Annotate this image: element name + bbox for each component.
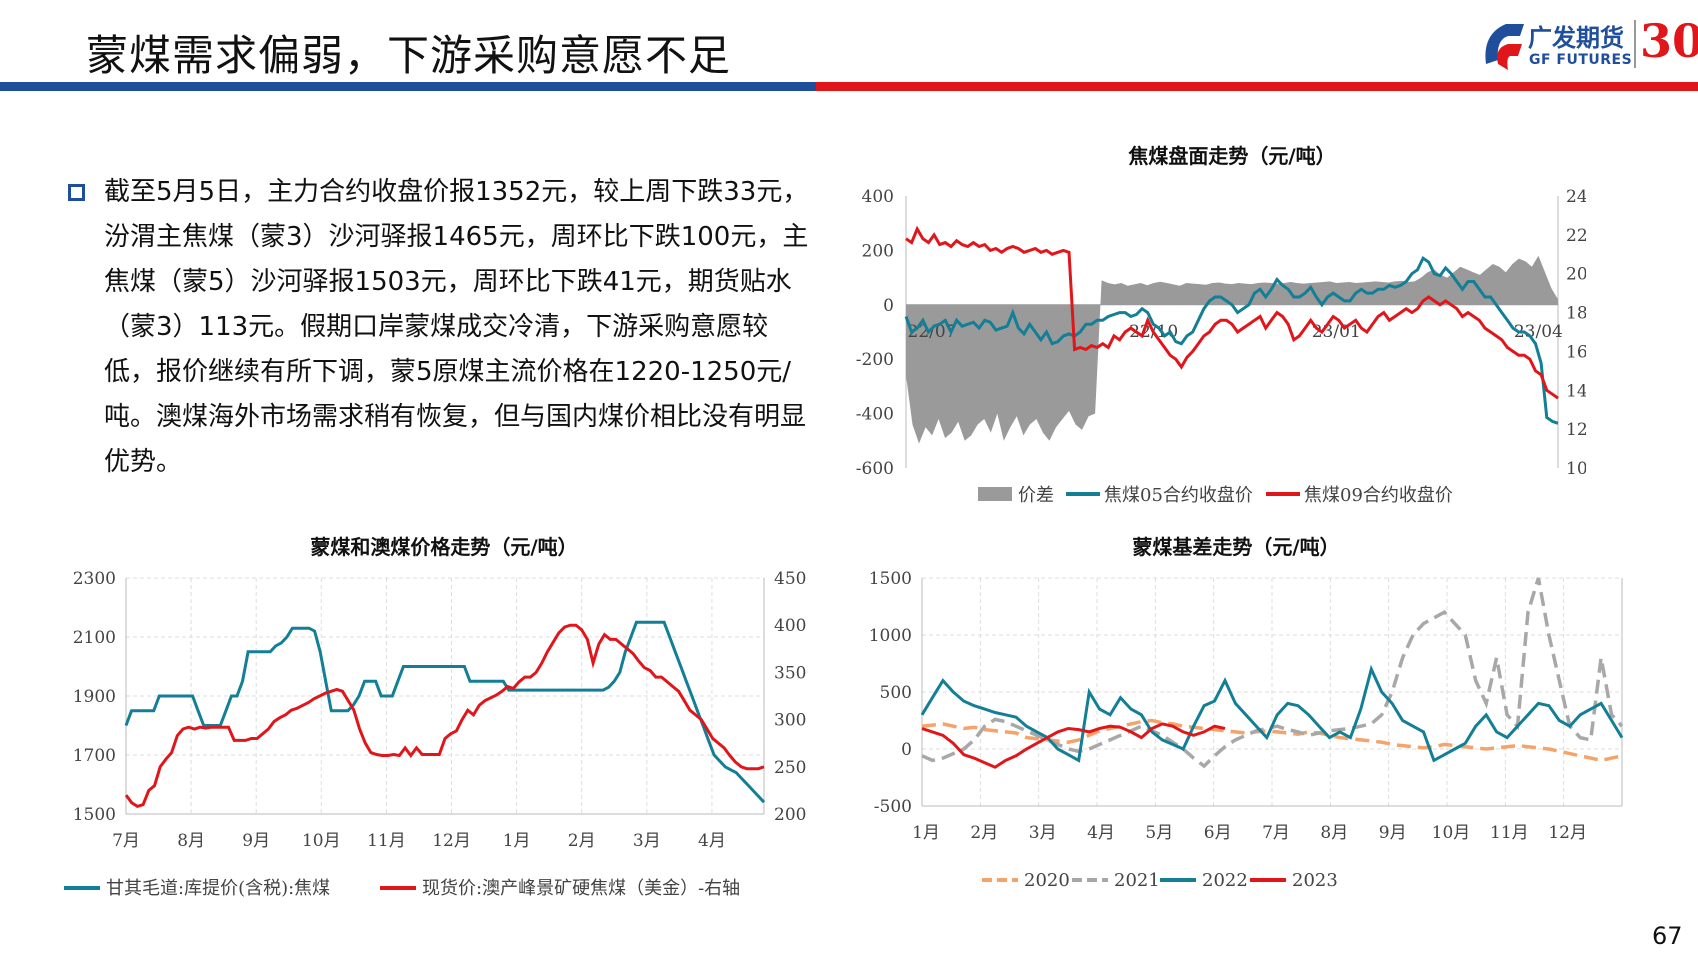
- y-tick-right-label: 2400: [1566, 187, 1586, 207]
- series-jm09-line: [905, 225, 1559, 400]
- x-tick-label: 12月: [432, 831, 471, 851]
- x-tick-label: 1月: [912, 823, 940, 843]
- y-tick-right-label: 300: [774, 711, 806, 731]
- x-tick-label: 11月: [1490, 823, 1529, 843]
- x-tick-label: 6月: [1204, 823, 1232, 843]
- page-title: 蒙煤需求偏弱，下游采购意愿不足: [86, 31, 732, 80]
- y-tick-right-label: 1600: [1566, 342, 1586, 362]
- legend-label-jm09: 焦煤09合约收盘价: [1304, 485, 1453, 506]
- gf-logo-icon: [1485, 24, 1524, 70]
- x-tick-label: 2月: [568, 831, 596, 851]
- mongolia-australia-chart-svg: 蒙煤和澳煤价格走势（元/吨） 2300 2100 1900 1700 1500 450 400…: [64, 535, 806, 899]
- chart-title: 蒙煤基差走势（元/吨）: [1132, 535, 1339, 559]
- chart-mongolia-australia: 蒙煤和澳煤价格走势（元/吨） 2300 2100 1900 1700 1500 450 400…: [56, 526, 836, 910]
- y-tick-left-label: 200: [862, 241, 894, 261]
- series-2023-line: [921, 722, 1226, 769]
- series-2022-line: [920, 664, 1624, 763]
- series-spread-area: [906, 255, 1558, 444]
- chart-basis: 蒙煤基差走势（元/吨） 1500 1000 500 0 -500 1月 2月 3月 4月 5月 6月 7…: [856, 526, 1646, 906]
- y-tick-left-label: 1900: [73, 687, 116, 707]
- y-tick-left-label: 1700: [73, 746, 116, 766]
- futures-chart-svg: 焦煤盘面走势（元/吨）4002000-200-400-6002400220020…: [856, 144, 1609, 506]
- legend-swatch-spread: [978, 487, 1012, 501]
- y-tick-right-label: 450: [774, 569, 806, 589]
- page-number: 67: [1652, 922, 1683, 950]
- y-tick-left-label: 1500: [73, 805, 116, 825]
- legend-label-jm05: 焦煤05合约收盘价: [1104, 485, 1253, 506]
- x-tick-label: 8月: [177, 831, 205, 851]
- x-tick-label: 3月: [1029, 823, 1057, 843]
- y-tick-left-label: 400: [862, 187, 894, 207]
- x-tick-label: 1月: [503, 831, 531, 851]
- header-bar-blue: [0, 82, 816, 91]
- y-tick-label: 0: [901, 740, 912, 760]
- y-tick-left-label: -200: [856, 350, 894, 370]
- x-tick-label: 11月: [367, 831, 406, 851]
- chart-title: 蒙煤和澳煤价格走势（元/吨）: [310, 535, 577, 559]
- y-tick-right-label: 2200: [1566, 226, 1586, 246]
- y-tick-left-label: 2100: [73, 628, 116, 648]
- x-tick-label: 2月: [970, 823, 998, 843]
- x-tick-label: 10月: [302, 831, 341, 851]
- x-tick-label: 7月: [1262, 823, 1290, 843]
- y-tick-label: -500: [874, 797, 912, 817]
- y-tick-left-label: -400: [856, 405, 894, 425]
- chart-title: 焦煤盘面走势（元/吨）: [1128, 144, 1335, 168]
- y-tick-left-label: 2300: [73, 569, 116, 589]
- series-ganqimaodu-line: [124, 620, 766, 804]
- anniversary-number: 30: [1640, 14, 1698, 68]
- legend-label-australia: 现货价:澳产峰景矿硬焦煤（美金）-右轴: [422, 878, 740, 899]
- y-tick-right-label: 400: [774, 616, 806, 636]
- series-2020-line: [921, 718, 1623, 763]
- legend-label-2022: 2022: [1202, 870, 1248, 891]
- y-tick-right-label: 350: [774, 663, 806, 683]
- x-tick-label: 4月: [698, 831, 726, 851]
- y-tick-left-label: -600: [856, 459, 894, 479]
- logo-subtitle: GF FUTURES: [1529, 52, 1633, 68]
- series-australia-line: [124, 623, 765, 809]
- x-tick-label: 8月: [1320, 823, 1348, 843]
- x-tick-label: 12月: [1548, 823, 1587, 843]
- logo-text: 广发期货: [1528, 24, 1624, 52]
- y-tick-right-label: 1400: [1566, 381, 1586, 401]
- header-bar-red: [816, 82, 1698, 91]
- chart-futures: 焦煤盘面走势（元/吨）4002000-200-400-6002400220020…: [846, 134, 1609, 514]
- y-tick-left-label: 0: [883, 296, 894, 316]
- legend-label-2023: 2023: [1292, 870, 1338, 891]
- x-tick-label: 5月: [1145, 823, 1173, 843]
- anniversary-30-logo: 30th: [1640, 14, 1698, 68]
- legend-label-spread: 价差: [1018, 485, 1054, 506]
- x-tick-label: 9月: [242, 831, 270, 851]
- x-tick-label: 10月: [1432, 823, 1471, 843]
- legend-label-ganqimaodu: 甘其毛道:库提价(含税):焦煤: [106, 878, 330, 899]
- bullet-square-icon: [68, 184, 85, 201]
- logo-separator: [1634, 20, 1636, 68]
- y-tick-label: 1500: [869, 569, 912, 589]
- y-tick-right-label: 1200: [1566, 420, 1586, 440]
- x-tick-label: 4月: [1087, 823, 1115, 843]
- series-jm05-line: [904, 255, 1559, 425]
- y-tick-label: 1000: [869, 626, 912, 646]
- x-tick-label: 3月: [633, 831, 661, 851]
- legend-label-2021: 2021: [1114, 870, 1160, 891]
- y-tick-right-label: 250: [774, 758, 806, 778]
- x-tick-label: 23/04: [1514, 322, 1563, 342]
- y-tick-right-label: 200: [774, 805, 806, 825]
- y-tick-right-label: 1800: [1566, 304, 1586, 324]
- summary-paragraph: 截至5月5日，主力合约收盘价报1352元，较上周下跌33元，汾渭主焦煤（蒙3）沙…: [104, 177, 809, 477]
- y-tick-right-label: 1000: [1566, 459, 1586, 479]
- x-tick-label: 7月: [112, 831, 140, 851]
- x-tick-label: 9月: [1379, 823, 1407, 843]
- legend-label-2020: 2020: [1024, 870, 1070, 891]
- y-tick-label: 500: [880, 683, 912, 703]
